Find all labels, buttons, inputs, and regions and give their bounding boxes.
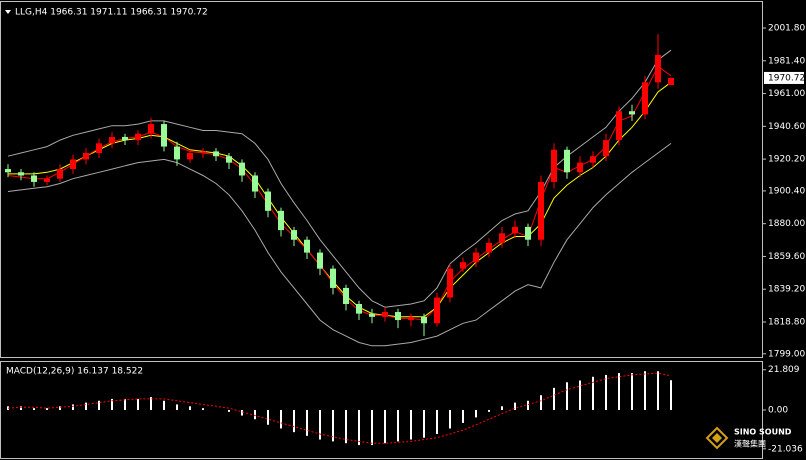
candle-body (512, 226, 518, 234)
indicator-line (8, 81, 672, 318)
y-tick-label: 1900.40 (768, 186, 805, 196)
candle-body (174, 146, 180, 160)
candle-body (564, 149, 570, 173)
candle-body (577, 162, 583, 173)
macd-label: MACD(12,26,9) 16.137 18.522 (6, 367, 143, 377)
candle-body (200, 151, 206, 153)
candle-body (135, 133, 141, 141)
candle-body (330, 268, 336, 288)
logo-name: SINO SOUND (734, 428, 792, 437)
candle-body (382, 312, 388, 317)
candle-body (499, 233, 505, 243)
candle-body (317, 252, 323, 269)
price-label: LLG,H4 1966.31 1971.11 1966.31 1970.72 (15, 8, 208, 18)
candle-body (369, 313, 375, 317)
candle-body (83, 152, 89, 160)
menu-arrow[interactable] (5, 10, 11, 14)
price-tag-box (764, 71, 804, 84)
candle-body (486, 242, 492, 253)
candle-body (31, 175, 37, 182)
logo-icon-inner (712, 433, 722, 443)
candle-body (265, 191, 271, 211)
y-tick-label: 1961.00 (768, 89, 805, 99)
candle-body (447, 268, 453, 298)
candle-body (109, 136, 115, 144)
candle-body (213, 151, 219, 157)
y-tick-label: 21.809 (768, 365, 800, 375)
candle-body (96, 143, 102, 153)
candle-body (239, 162, 245, 176)
y-tick-label: -21.036 (768, 444, 803, 454)
candle-body (590, 156, 596, 163)
candle-body (655, 55, 661, 83)
candle-body (304, 239, 310, 253)
candle-body (122, 136, 128, 141)
candle-body (395, 312, 401, 321)
y-tick-label: 1880.00 (768, 219, 805, 229)
candle-body (57, 169, 63, 179)
candle-body (291, 230, 297, 240)
candle-body (642, 82, 648, 115)
candle-body (18, 172, 24, 176)
candle-body (525, 226, 531, 240)
price-frame (0, 1, 763, 358)
logo-subtitle: 漢聲集團 (734, 439, 766, 449)
candle-body (629, 111, 635, 115)
candle-body (343, 287, 349, 304)
candle-body (460, 262, 466, 269)
candle-body (356, 303, 362, 314)
candle-body (148, 124, 154, 134)
y-tick-label: 1940.60 (768, 122, 805, 132)
y-tick-label: 1859.60 (768, 252, 805, 262)
y-tick-label: 1799.00 (768, 349, 805, 359)
candle-body (421, 316, 427, 324)
candle-body (434, 297, 440, 324)
candle-body (278, 210, 284, 231)
indicator-line (7, 49, 672, 308)
y-tick-label: 1839.20 (768, 285, 805, 295)
y-tick-label: 2001.80 (768, 24, 805, 34)
y-tick-label: 0.00 (768, 406, 788, 416)
candle-body (70, 159, 76, 170)
price-tag: 1970.72 (768, 73, 805, 83)
y-tick-label: 1920.20 (768, 155, 805, 165)
y-tick-label: 1818.80 (768, 317, 805, 327)
logo-icon (705, 426, 729, 450)
candle-body (44, 178, 50, 182)
candle-body (616, 111, 622, 141)
candle-body (668, 77, 674, 86)
logo: SINO SOUND 漢聲集團 (705, 426, 792, 450)
signal-line (7, 372, 672, 444)
candle-body (226, 156, 232, 163)
candle-body (551, 149, 557, 182)
candle-body (603, 140, 609, 157)
candle-body (5, 169, 11, 173)
candle-body (161, 124, 167, 147)
indicator-line (7, 142, 672, 347)
candle-body (187, 152, 193, 160)
y-tick-label: 1981.40 (768, 56, 805, 66)
candle-body (473, 252, 479, 263)
candle-body (538, 181, 544, 240)
indicator-line (7, 65, 672, 321)
candle-body (252, 175, 258, 192)
candle-body (408, 316, 414, 321)
